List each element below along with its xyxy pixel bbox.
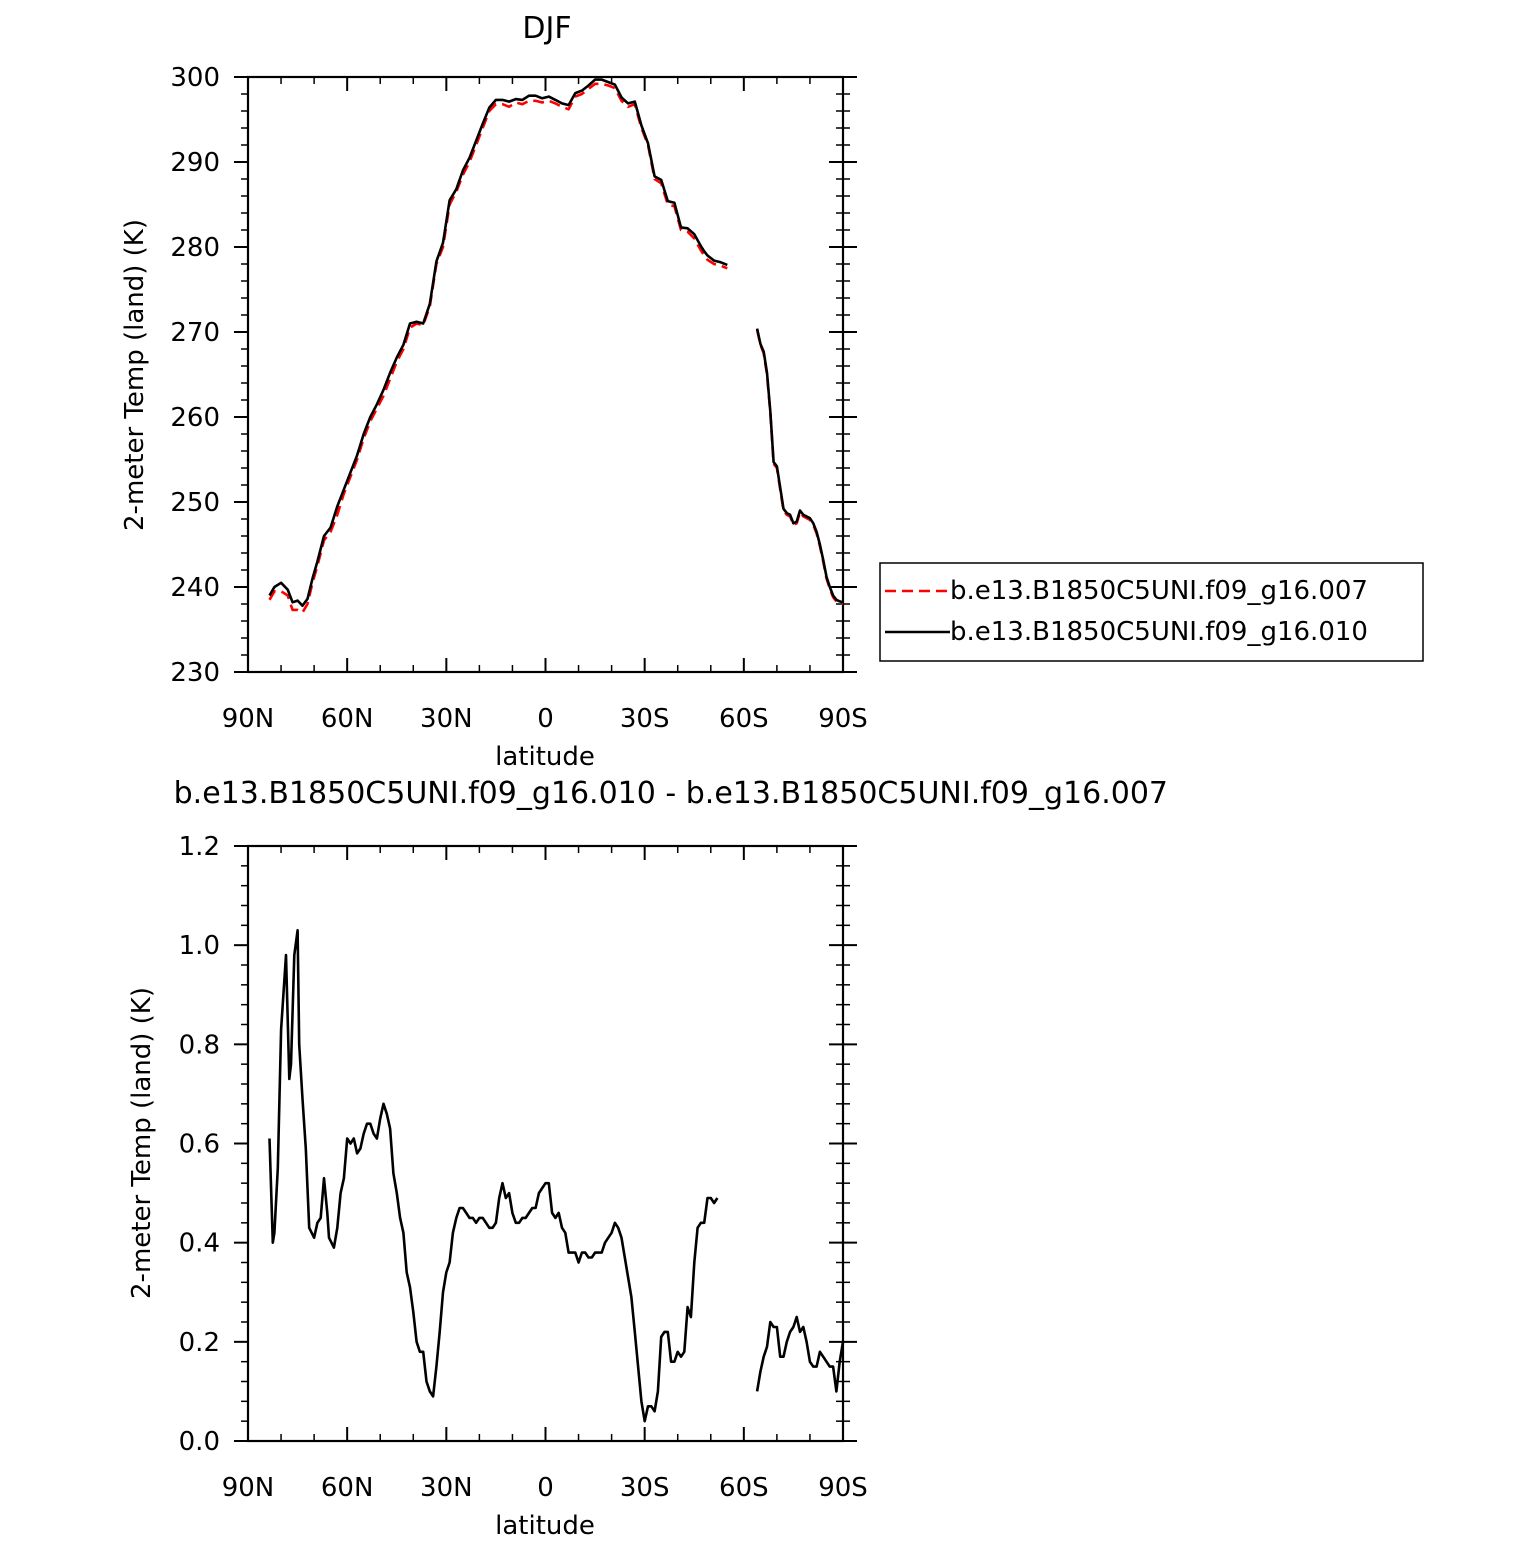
legend: b.e13.B1850C5UNI.f09_g16.007 b.e13.B1850… [879, 562, 1424, 662]
top-y-tick-label: 290 [170, 148, 220, 178]
bottom-plot-frame [246, 844, 845, 1443]
bottom-y-tick-label: 0.4 [179, 1229, 220, 1259]
bottom-x-tick-label: 0 [537, 1473, 554, 1503]
bottom-panel: b.e13.B1850C5UNI.f09_g16.010 - b.e13.B18… [127, 776, 1168, 1541]
top-x-tick-label: 90N [222, 704, 275, 734]
top-x-tick-label: 90S [818, 704, 868, 734]
top-x-axis-label: latitude [495, 742, 595, 772]
bottom-x-tick-label: 60N [321, 1473, 374, 1503]
top-plot-lines [268, 78, 844, 614]
bottom-y-tick-label: 1.0 [179, 931, 220, 961]
top-series-1-segment-0 [268, 78, 728, 608]
bottom-y-tick-label: 0.6 [179, 1130, 220, 1160]
legend-box [879, 562, 1424, 662]
bottom-axis-ticks: 90N 60N 30N 0 30S 60S 90S 0.0 0.2 0.4 0.6 0.8 1.0 1.2 [179, 832, 868, 1503]
top-x-tick-label: 30S [620, 704, 670, 734]
bottom-x-tick-label: 30S [620, 1473, 670, 1503]
bottom-x-tick-label: 30N [420, 1473, 473, 1503]
bottom-y-axis-label: 2-meter Temp (land) (K) [127, 987, 157, 1299]
top-y-tick-label: 260 [170, 403, 220, 433]
top-series-0-segment-0 [268, 82, 728, 614]
top-series-0-segment-1 [755, 329, 844, 606]
bottom-y-tick-label: 1.2 [179, 832, 220, 862]
legend-label-007: b.e13.B1850C5UNI.f09_g16.007 [950, 576, 1368, 606]
top-axis-ticks: 90N 60N 30N 0 30S 60S 90S 230 240 250 260 270 280 290… [170, 63, 867, 734]
top-x-tick-label: 30N [420, 704, 473, 734]
top-series-1-segment-1 [755, 328, 844, 604]
top-x-tick-label: 60S [719, 704, 769, 734]
top-y-tick-label: 230 [170, 658, 220, 688]
bottom-y-tick-label: 0.2 [179, 1328, 220, 1358]
bottom-y-tick-label: 0.0 [179, 1427, 220, 1457]
top-panel: DJF 90N 60N 30N 0 30S 60S 90S 230 240 250 260 270 28… [120, 11, 1424, 772]
bottom-series-0-segment-1 [755, 1315, 845, 1393]
bottom-y-tick-label: 0.8 [179, 1030, 220, 1060]
bottom-x-tick-label: 90N [222, 1473, 275, 1503]
top-y-tick-label: 300 [170, 63, 220, 93]
bottom-x-tick-label: 90S [818, 1473, 868, 1503]
bottom-chart-title: b.e13.B1850C5UNI.f09_g16.010 - b.e13.B18… [174, 776, 1168, 811]
top-y-tick-label: 250 [170, 488, 220, 518]
bottom-series-0-segment-0 [268, 928, 719, 1423]
top-x-tick-label: 60N [321, 704, 374, 734]
top-y-tick-label: 240 [170, 573, 220, 603]
top-x-tick-label: 0 [537, 704, 554, 734]
bottom-plot-lines [268, 928, 845, 1423]
legend-label-010: b.e13.B1850C5UNI.f09_g16.010 [950, 617, 1368, 647]
top-y-axis-label: 2-meter Temp (land) (K) [120, 219, 150, 531]
top-plot-frame [246, 75, 845, 674]
bottom-x-axis-label: latitude [495, 1511, 595, 1541]
top-y-tick-label: 270 [170, 318, 220, 348]
top-chart-title: DJF [522, 11, 571, 46]
bottom-x-tick-label: 60S [719, 1473, 769, 1503]
top-y-tick-label: 280 [170, 233, 220, 263]
